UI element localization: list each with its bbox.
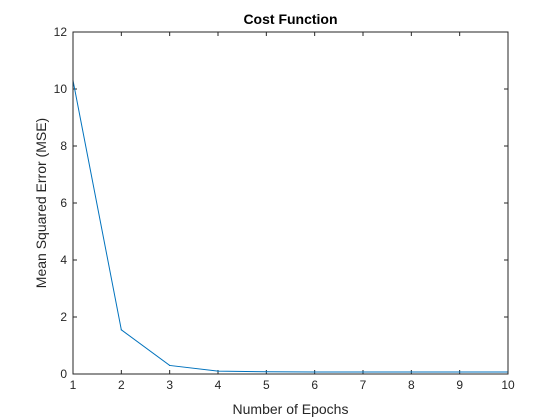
plot-area <box>73 32 508 374</box>
x-tick-label: 8 <box>408 378 415 392</box>
x-tick-label: 2 <box>118 378 125 392</box>
x-tick-label: 3 <box>166 378 173 392</box>
y-tick-label: 12 <box>54 25 68 39</box>
data-point <box>265 371 267 373</box>
x-tick-label: 9 <box>456 378 463 392</box>
y-tick-label: 2 <box>60 310 67 324</box>
y-tick-label: 8 <box>60 139 67 153</box>
data-point <box>120 329 122 331</box>
x-tick-label: 7 <box>360 378 367 392</box>
x-tick-label: 5 <box>263 378 270 392</box>
series-line-0 <box>72 80 508 373</box>
x-tick-label: 4 <box>215 378 222 392</box>
x-tick-label: 6 <box>311 378 318 392</box>
y-tick-label: 0 <box>60 367 67 381</box>
data-point <box>217 370 219 372</box>
data-point <box>169 364 171 367</box>
x-tick-label: 10 <box>501 378 515 392</box>
x-tick-label: 1 <box>70 378 77 392</box>
chart-title: Cost Function <box>243 11 337 27</box>
x-axis-label: Number of Epochs <box>233 401 349 417</box>
plot-frame <box>72 31 509 375</box>
data-point <box>314 371 316 373</box>
y-tick-label: 4 <box>60 253 67 267</box>
y-axis-label: Mean Squared Error (MSE) <box>33 118 49 288</box>
data-point <box>362 371 364 373</box>
data-point <box>459 371 461 373</box>
y-tick-label: 6 <box>60 196 67 210</box>
data-point <box>410 371 412 373</box>
y-tick-label: 10 <box>54 82 68 96</box>
